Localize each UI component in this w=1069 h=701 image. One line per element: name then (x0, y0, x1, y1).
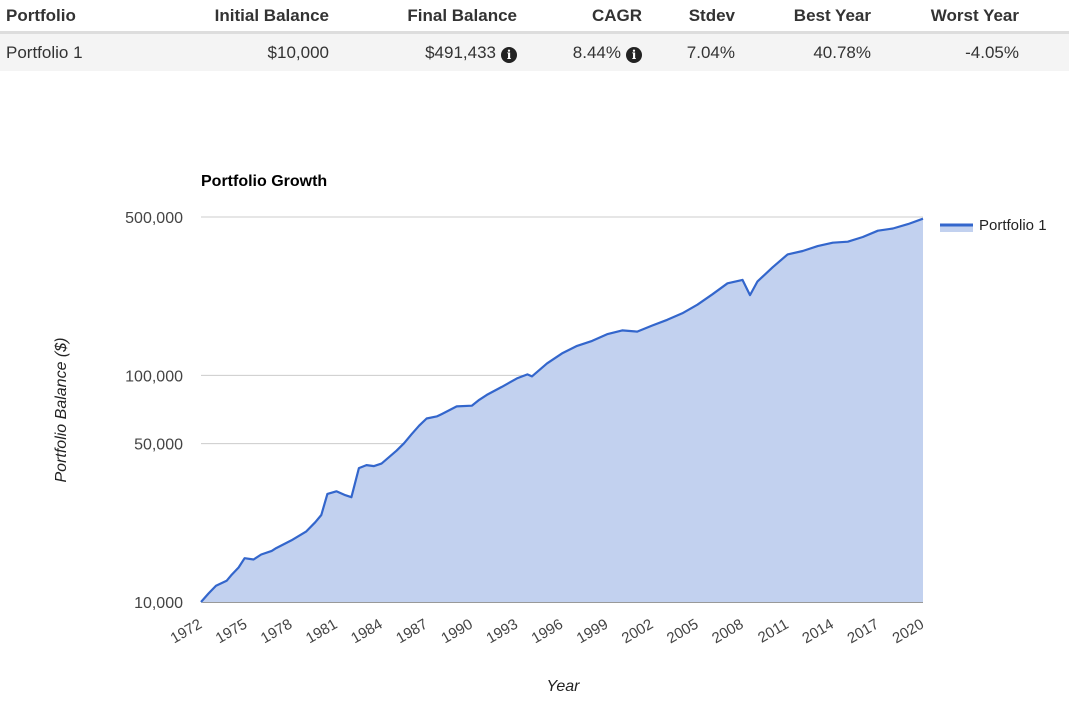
cell-initial-balance: $10,000 (156, 32, 329, 71)
legend-swatch-fill (940, 224, 973, 232)
x-tick-label: 1984 (348, 616, 385, 647)
x-tick-label: 1996 (529, 616, 566, 647)
x-tick-label: 1975 (213, 616, 250, 647)
x-tick-label: 1972 (168, 616, 205, 647)
header-stdev[interactable]: Stdev (642, 0, 735, 34)
chart-legend[interactable]: Portfolio 1 (940, 217, 1047, 234)
y-tick-label: 100,000 (125, 368, 183, 385)
info-icon[interactable]: i (626, 46, 642, 63)
x-tick-label: 1993 (483, 616, 520, 647)
final-balance-value: $491,433 (425, 42, 496, 62)
y-tick-label: 50,000 (134, 437, 183, 454)
x-axis-label: Year (547, 678, 581, 695)
info-icon[interactable]: i (501, 46, 517, 63)
x-tick-label: 2002 (619, 616, 656, 647)
cell-stdev: 7.04% (642, 32, 735, 71)
cell-best-year: 40.78% (735, 32, 871, 71)
y-tick-label: 500,000 (125, 210, 183, 227)
y-tick-label: 10,000 (134, 595, 183, 612)
x-tick-label: 1990 (438, 616, 475, 647)
x-axis-ticks: 1972 1975 1978 1981 1984 1987 1990 1993 1996 1999… (168, 616, 927, 647)
cell-cagr: 8.44% i (517, 32, 642, 71)
x-tick-label: 1987 (393, 616, 430, 647)
header-initial-balance[interactable]: Initial Balance (156, 0, 329, 34)
series-line[interactable] (200, 217, 924, 603)
chart-series (200, 217, 924, 603)
x-tick-label: 1981 (303, 616, 340, 647)
x-tick-label: 2017 (844, 616, 881, 647)
cell-portfolio-name: Portfolio 1 (0, 32, 156, 71)
header-cagr[interactable]: CAGR (517, 0, 642, 34)
x-tick-label: 1999 (574, 616, 611, 647)
y-axis-label: Portfolio Balance ($) (53, 338, 70, 483)
x-tick-label: 2020 (890, 616, 927, 647)
summary-table: Portfolio Initial Balance Final Balance … (0, 0, 1069, 71)
x-tick-label: 2008 (709, 616, 746, 647)
header-best-year[interactable]: Best Year (735, 0, 871, 34)
y-axis-ticks: 10,000 50,000 100,000 500,000 (125, 210, 183, 612)
table-row: Portfolio 1 $10,000 $491,433 i 8.44% i 7.0… (0, 32, 1069, 71)
chart-title: Portfolio Growth (201, 173, 327, 190)
cell-worst-year: -4.05% (871, 32, 1069, 71)
series-area (201, 218, 923, 602)
x-tick-label: 2011 (755, 616, 791, 647)
header-worst-year[interactable]: Worst Year (871, 0, 1069, 34)
x-tick-label: 1978 (258, 616, 295, 647)
header-final-balance[interactable]: Final Balance (329, 0, 517, 34)
header-portfolio[interactable]: Portfolio (0, 0, 156, 34)
cell-final-balance: $491,433 i (329, 32, 517, 71)
x-tick-label: 2014 (799, 616, 836, 647)
cagr-value: 8.44% (572, 42, 621, 62)
legend-label: Portfolio 1 (979, 217, 1047, 234)
x-tick-label: 2005 (664, 616, 701, 647)
summary-header-row: Portfolio Initial Balance Final Balance … (0, 0, 1069, 34)
